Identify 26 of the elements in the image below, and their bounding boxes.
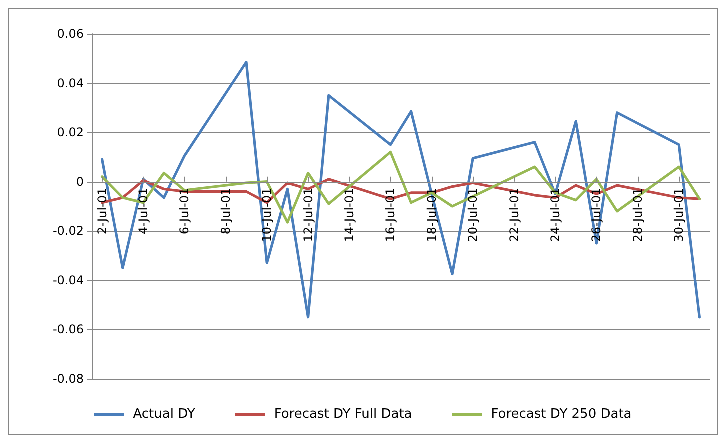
legend-label: Actual DY [133,407,196,422]
y-tick-label: 0 [76,174,84,189]
y-tick-label: -0.04 [52,273,84,288]
x-tick-label: 22-Jul-01 [507,188,522,242]
x-tick-label: 18-Jul-01 [424,188,439,242]
legend-label: Forecast DY 250 Data [491,407,632,422]
x-tick-label: 8-Jul-01 [218,188,233,235]
x-tick-label: 14-Jul-01 [342,188,356,242]
y-tick-label: 0.06 [57,27,84,41]
x-tick-label: 16-Jul-01 [384,188,398,242]
y-tick-label: 0.02 [57,126,84,140]
y-tick-label: -0.06 [52,322,84,337]
x-tick-label: 12-Jul-01 [301,188,316,242]
x-tick-label: 28-Jul-01 [630,188,645,242]
y-tick-label: 0.04 [57,76,84,90]
x-tick-label: 10-Jul-01 [260,188,274,242]
x-tick-label: 26-Jul-01 [590,188,604,242]
x-tick-label: 6-Jul-01 [178,188,192,235]
x-tick-label: 24-Jul-01 [548,188,562,242]
x-tick-label: 20-Jul-01 [466,188,480,242]
y-tick-label: -0.02 [52,224,84,238]
x-tick-label: 2-Jul-01 [95,188,110,235]
x-tick-label: 30-Jul-01 [672,188,686,242]
y-tick-label: -0.08 [52,372,84,386]
x-tick-label: 4-Jul-01 [136,188,150,235]
legend-label: Forecast DY Full Data [274,407,412,422]
